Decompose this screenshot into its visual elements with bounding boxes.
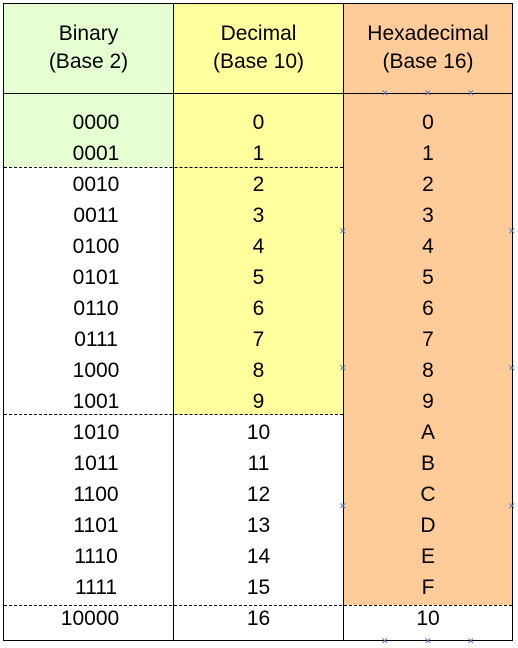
- hex-cell: F: [421, 576, 435, 599]
- decimal-group-divider: [4, 414, 343, 415]
- final-row-divider: [4, 605, 512, 606]
- hex-cell: 2: [422, 173, 434, 196]
- binary-cell: 0010: [72, 173, 120, 196]
- header-decimal-title: Decimal: [220, 22, 297, 45]
- hex-cell: D: [420, 514, 436, 537]
- binary-cell: 1101: [73, 514, 119, 537]
- hex-cell: 9: [422, 390, 434, 413]
- decimal-cell: 13: [246, 514, 271, 537]
- decimal-cell: 8: [252, 359, 265, 382]
- hex-cell: 0: [422, 111, 434, 134]
- selection-handle-icon[interactable]: ✕: [424, 636, 432, 646]
- decimal-cell: 4: [252, 235, 265, 258]
- selection-handle-icon[interactable]: ✕: [467, 88, 475, 98]
- binary-cell: 0101: [72, 266, 120, 289]
- decimal-header-fill: [174, 4, 343, 94]
- hex-cell: 1: [422, 142, 434, 165]
- selection-handle-icon[interactable]: ✕: [508, 363, 516, 373]
- binary-header-fill: [4, 4, 173, 94]
- hex-cell: A: [420, 421, 435, 444]
- binary-cell: 0100: [72, 235, 120, 258]
- hex-cell: 7: [422, 328, 434, 351]
- decimal-cell: 15: [246, 576, 271, 599]
- hex-cell: 6: [422, 297, 434, 320]
- hex-cell: 3: [422, 204, 434, 227]
- binary-cell: 0111: [74, 328, 118, 351]
- selection-handle-icon[interactable]: ✕: [381, 636, 389, 646]
- decimal-cell: 2: [252, 173, 265, 196]
- header-binary: Binary (Base 2): [4, 20, 173, 76]
- decimal-cell: 0: [252, 111, 265, 134]
- column-divider-1: [173, 3, 174, 641]
- binary-cell: 0110: [73, 297, 119, 320]
- hex-cell: C: [420, 483, 436, 506]
- binary-base2-fill: [4, 94, 173, 167]
- decimal-cell: 12: [246, 483, 271, 506]
- hex-cell: 10: [416, 607, 440, 630]
- selection-handle-icon[interactable]: ✕: [508, 226, 516, 236]
- binary-cell: 1000: [72, 359, 120, 382]
- header-binary-base: (Base 2): [48, 50, 129, 73]
- binary-cell: 1100: [73, 483, 119, 506]
- decimal-cell: 5: [252, 266, 265, 289]
- hex-cell: 8: [422, 359, 434, 382]
- decimal-base10-fill: [174, 94, 343, 415]
- header-hex-base: (Base 16): [382, 50, 474, 73]
- binary-cell: 1001: [72, 390, 120, 413]
- binary-cell: 0001: [72, 142, 120, 165]
- hex-cell: E: [420, 545, 435, 568]
- decimal-cell: 3: [252, 204, 265, 227]
- decimal-cell: 16: [246, 607, 271, 630]
- binary-cell: 1011: [73, 452, 119, 475]
- selection-handle-icon[interactable]: ✕: [424, 88, 432, 98]
- decimal-cell: 10: [246, 421, 271, 444]
- binary-cell: 0000: [72, 111, 120, 134]
- selection-handle-icon[interactable]: ✕: [339, 226, 347, 236]
- header-binary-title: Binary: [58, 22, 119, 45]
- table-border: [3, 3, 513, 641]
- header-decimal: Decimal (Base 10): [174, 20, 343, 76]
- selection-handle-icon[interactable]: ✕: [339, 501, 347, 511]
- header-hex-title: Hexadecimal: [367, 22, 489, 45]
- selection-handle-icon[interactable]: ✕: [508, 501, 516, 511]
- decimal-cell: 1: [252, 142, 265, 165]
- binary-cell: 1110: [74, 545, 118, 568]
- hex-cell: 4: [422, 235, 434, 258]
- selection-handle-icon[interactable]: ✕: [467, 636, 475, 646]
- header-divider: [3, 93, 513, 94]
- decimal-cell: 6: [252, 297, 265, 320]
- hex-fill: [344, 4, 512, 605]
- header-decimal-base: (Base 10): [212, 50, 305, 73]
- decimal-cell: 14: [246, 545, 271, 568]
- binary-cell: 1111: [74, 576, 118, 599]
- binary-cell: 10000: [60, 607, 120, 630]
- binary-cell: 1010: [72, 421, 120, 444]
- decimal-cell: 11: [247, 452, 270, 475]
- decimal-cell: 9: [252, 390, 265, 413]
- header-hex: Hexadecimal (Base 16): [344, 20, 512, 76]
- binary-cell: 0011: [73, 204, 119, 227]
- selection-handle-icon[interactable]: ✕: [381, 88, 389, 98]
- binary-group-divider: [4, 167, 343, 168]
- decimal-cell: 7: [252, 328, 265, 351]
- hex-cell: 5: [422, 266, 434, 289]
- hex-cell: B: [420, 452, 435, 475]
- column-divider-2: [343, 3, 344, 641]
- selection-handle-icon[interactable]: ✕: [339, 363, 347, 373]
